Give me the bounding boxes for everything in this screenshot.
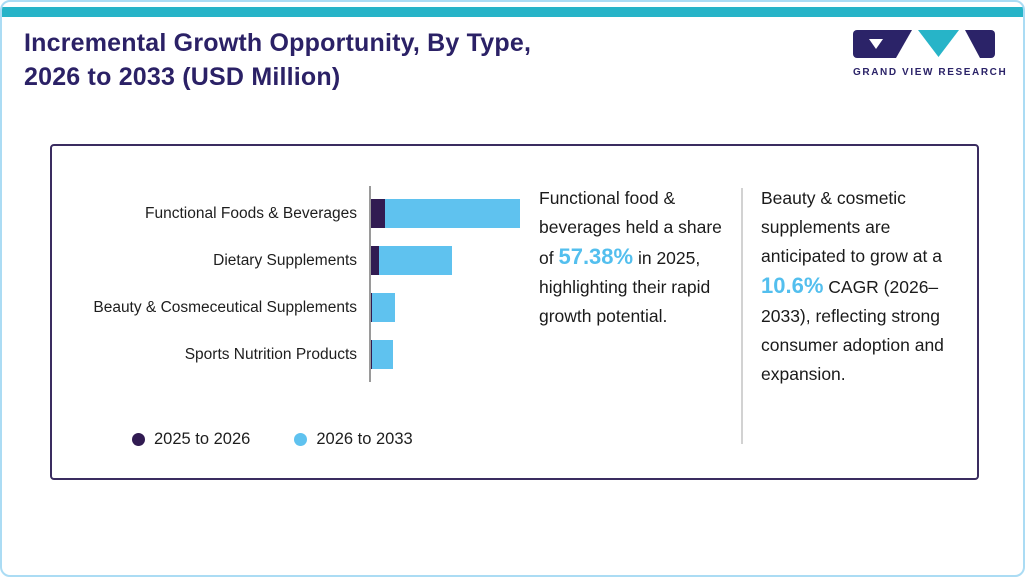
insight-beauty-supplements: Beauty & cosmetic supplements are antici… <box>761 184 967 389</box>
page-title-line1: Incremental Growth Opportunity, By Type, <box>24 29 532 57</box>
page-title-line2: 2026 to 2033 (USD Million) <box>24 63 341 91</box>
bar-segment-2026-2033 <box>372 340 393 369</box>
bar-segment-2025-2026 <box>371 246 380 275</box>
bar-group <box>371 293 396 322</box>
bar-segment-2026-2033 <box>372 293 396 322</box>
grand-view-research-logo-icon <box>853 30 995 58</box>
chart-legend: 2025 to 2026 2026 to 2033 <box>132 430 413 449</box>
bar-segment-2026-2033 <box>379 246 452 275</box>
bar-group <box>371 199 520 228</box>
bar-segment-2025-2026 <box>371 340 373 369</box>
insight-text: Beauty & cosmetic supplements are antici… <box>761 188 942 266</box>
insight-text: in 2025, highlighting their rapid growth… <box>539 248 711 326</box>
legend-item-2026-2033: 2026 to 2033 <box>294 430 413 449</box>
bar-row: Dietary Supplements <box>52 237 572 284</box>
brand-logo: GRAND VIEW RESEARCH <box>853 30 1008 78</box>
category-label: Functional Foods & Beverages <box>145 204 357 222</box>
bar-row: Beauty & Cosmeceutical Supplements <box>52 284 572 331</box>
chart-axis-line <box>369 186 371 382</box>
insight-highlight-value: 10.6% <box>761 273 824 298</box>
page-title: Incremental Growth Opportunity, By Type,… <box>24 26 531 94</box>
bar-row: Functional Foods & Beverages <box>52 190 572 237</box>
category-label: Sports Nutrition Products <box>184 345 357 363</box>
bar-segment-2025-2026 <box>371 199 385 228</box>
insight-functional-foods: Functional food & beverages held a share… <box>539 184 731 331</box>
category-label: Beauty & Cosmeceutical Supplements <box>93 298 357 316</box>
bar-segment-2026-2033 <box>384 199 520 228</box>
bar-group <box>371 340 393 369</box>
insight-divider <box>741 188 743 444</box>
bar-chart: Functional Foods & Beverages Dietary Sup… <box>52 190 572 378</box>
legend-dot-dark-icon <box>132 433 145 446</box>
top-accent-bar <box>2 7 1023 17</box>
legend-dot-light-icon <box>294 433 308 446</box>
insight-text: Functional food & beverages held a share… <box>539 188 722 268</box>
brand-name: GRAND VIEW RESEARCH <box>853 67 1008 78</box>
insight-highlight-value: 57.38% <box>558 244 634 269</box>
bar-row: Sports Nutrition Products <box>52 331 572 378</box>
legend-label: 2026 to 2033 <box>316 430 413 448</box>
legend-item-2025-2026: 2025 to 2026 <box>132 430 250 449</box>
chart-card: Functional Foods & Beverages Dietary Sup… <box>50 144 979 480</box>
insight-text: CAGR (2026–2033), reflecting strong cons… <box>761 277 944 384</box>
bar-segment-2025-2026 <box>371 293 373 322</box>
category-label: Dietary Supplements <box>213 251 357 269</box>
legend-label: 2025 to 2026 <box>154 430 251 448</box>
bar-group <box>371 246 452 275</box>
